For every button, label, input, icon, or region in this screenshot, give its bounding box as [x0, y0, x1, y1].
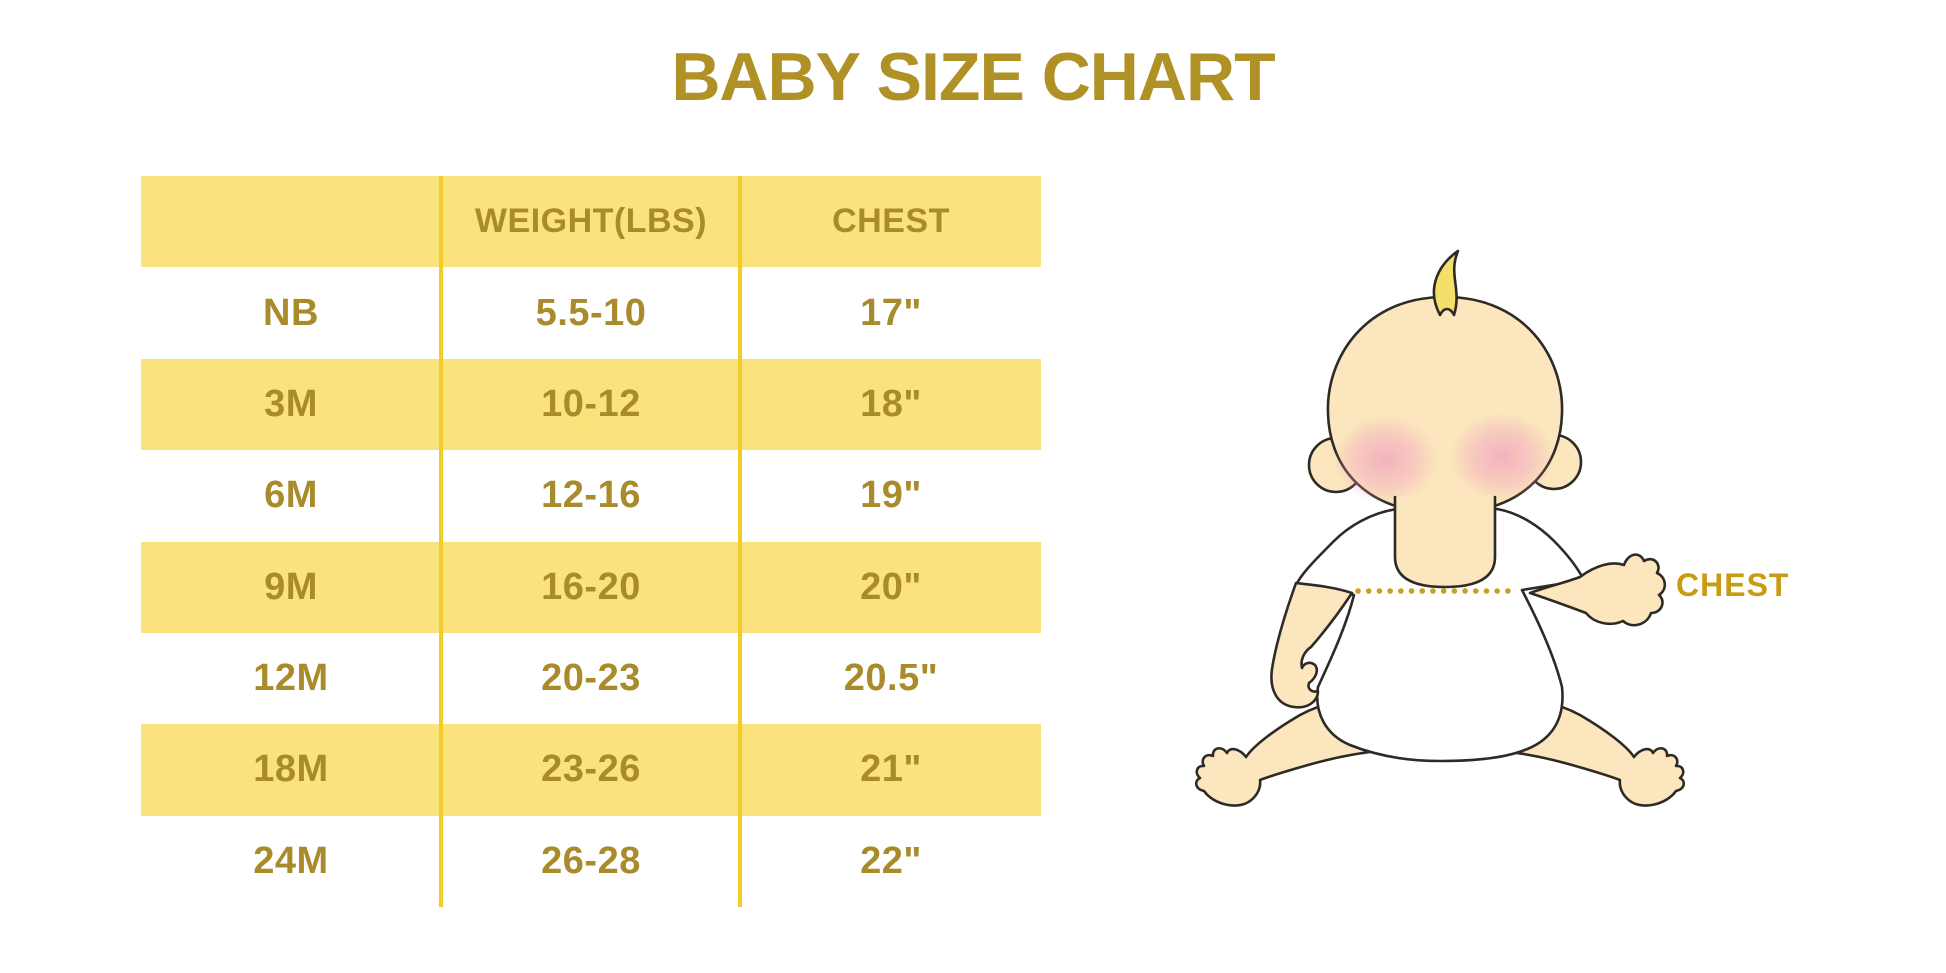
cell-chest: 20.5": [843, 657, 939, 700]
cell-size: 6M: [264, 474, 318, 517]
table-row: 3M 10-12 18": [141, 358, 1041, 451]
table-row: 9M 16-20 20": [141, 541, 1041, 633]
column-divider-line: [738, 176, 742, 907]
chest-label: CHEST: [1676, 567, 1790, 603]
table-header-row: WEIGHT(LBS) CHEST: [141, 176, 1041, 268]
header-cell-chest: CHEST: [832, 202, 950, 241]
baby-left-cheek-blush: [1333, 416, 1437, 504]
cell-size: 3M: [264, 382, 318, 425]
cell-size: 24M: [253, 839, 329, 882]
baby-hair-tuft-icon: [1432, 249, 1460, 317]
cell-weight: 16-20: [541, 565, 641, 608]
cell-chest: 20": [860, 565, 922, 608]
cell-size: 18M: [253, 748, 329, 791]
header-cell-size: [141, 176, 441, 267]
cell-chest: 17": [860, 291, 922, 334]
table-row: 24M 26-28 22": [141, 815, 1041, 907]
cell-size: NB: [263, 291, 319, 334]
baby-right-cheek-blush: [1450, 413, 1554, 501]
baby-illustration: [1150, 235, 1820, 865]
cell-chest: 22": [860, 839, 922, 882]
table-row: NB 5.5-10 17": [141, 267, 1041, 359]
column-divider-line: [439, 176, 443, 907]
baby-right-arm-icon: [1528, 553, 1667, 627]
table-row: 12M 20-23 20.5": [141, 632, 1041, 725]
baby-left-arm-icon: [1270, 581, 1354, 709]
baby-neck-icon: [1393, 495, 1497, 589]
table-row: 6M 12-16 19": [141, 450, 1041, 542]
cell-chest: 21": [860, 748, 922, 791]
cell-size: 12M: [253, 657, 329, 700]
page-title: BABY SIZE CHART: [671, 39, 1275, 115]
cell-weight: 26-28: [541, 839, 641, 882]
baby-illustration-svg: [1194, 249, 1686, 807]
cell-weight: 10-12: [541, 382, 641, 425]
cell-weight: 5.5-10: [535, 291, 647, 334]
cell-chest: 19": [860, 474, 922, 517]
table-row: 18M 23-26 21": [141, 724, 1041, 816]
cell-size: 9M: [264, 565, 318, 608]
cell-weight: 12-16: [541, 474, 641, 517]
cell-weight: 23-26: [541, 748, 641, 791]
header-cell-weight: WEIGHT(LBS): [474, 202, 708, 241]
size-table: WEIGHT(LBS) CHEST NB 5.5-10 17" 3M 10-12…: [141, 176, 1041, 907]
cell-weight: 20-23: [541, 657, 641, 700]
cell-chest: 18": [860, 382, 922, 425]
